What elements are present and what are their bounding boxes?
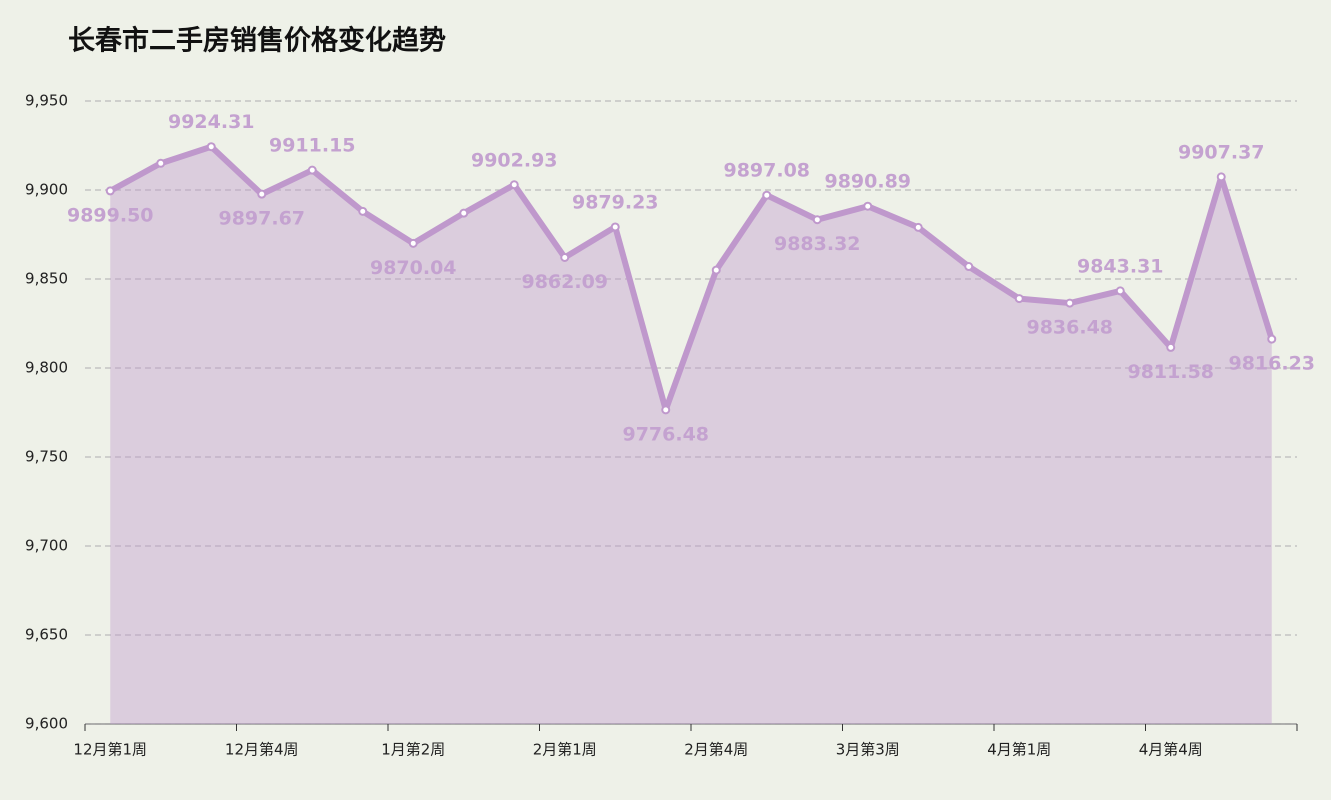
data-label: 9907.37 <box>1178 141 1265 163</box>
point <box>1166 342 1176 352</box>
point <box>711 265 721 275</box>
chart-title: 长春市二手房销售价格变化趋势 <box>68 25 446 57</box>
point <box>257 189 267 199</box>
x-tick-label: 1月第2周 <box>381 741 445 759</box>
y-tick-label: 9,950 <box>25 92 68 110</box>
data-label: 9902.93 <box>471 149 558 171</box>
point <box>560 252 570 262</box>
y-tick-label: 9,600 <box>25 715 68 733</box>
data-label: 9811.58 <box>1127 361 1214 383</box>
data-label: 9890.89 <box>824 171 911 193</box>
x-tick-label: 3月第3周 <box>836 741 900 759</box>
data-label: 9897.08 <box>723 160 810 182</box>
point <box>1115 286 1125 296</box>
point <box>156 158 166 168</box>
point <box>105 186 115 196</box>
data-label: 9911.15 <box>269 135 356 157</box>
point <box>459 208 469 218</box>
data-label: 9899.50 <box>67 204 154 226</box>
point <box>1014 294 1024 304</box>
point <box>661 405 671 415</box>
x-tick-label: 4月第1周 <box>987 741 1051 759</box>
y-tick-label: 9,850 <box>25 270 68 288</box>
x-tick-label: 12月第1周 <box>73 741 147 759</box>
x-tick-label: 2月第4周 <box>684 741 748 759</box>
point <box>913 222 923 232</box>
line <box>108 143 1275 413</box>
area <box>110 146 1272 724</box>
point <box>206 142 216 152</box>
data-label: 9862.09 <box>521 271 608 293</box>
point <box>509 180 519 190</box>
data-label: 9924.31 <box>168 111 255 133</box>
data-label: 9883.32 <box>774 233 861 255</box>
y-tick-label: 9,900 <box>25 181 68 199</box>
x-tick-label: 12月第4周 <box>225 741 299 759</box>
data-label: 9816.23 <box>1228 353 1315 375</box>
point <box>1065 298 1075 308</box>
y-tick-label: 9,800 <box>25 359 68 377</box>
y-tick-label: 9,750 <box>25 448 68 466</box>
point <box>863 201 873 211</box>
point <box>762 190 772 200</box>
data-label: 9870.04 <box>370 257 457 279</box>
data-label: 9879.23 <box>572 191 659 213</box>
y-tick-label: 9,650 <box>25 626 68 644</box>
point <box>610 222 620 232</box>
point <box>358 206 368 216</box>
data-label: 9776.48 <box>622 423 709 445</box>
data-label: 9897.67 <box>218 208 305 230</box>
point <box>1267 334 1277 344</box>
point <box>1216 172 1226 182</box>
data-label: 9843.31 <box>1077 255 1164 277</box>
point <box>812 215 822 225</box>
y-tick-label: 9,700 <box>25 537 68 555</box>
data-label: 9836.48 <box>1026 317 1113 339</box>
point <box>307 165 317 175</box>
x-tick-label: 4月第4周 <box>1139 741 1203 759</box>
x-tick-label: 2月第1周 <box>533 741 597 759</box>
point <box>408 238 418 248</box>
point <box>964 262 974 272</box>
